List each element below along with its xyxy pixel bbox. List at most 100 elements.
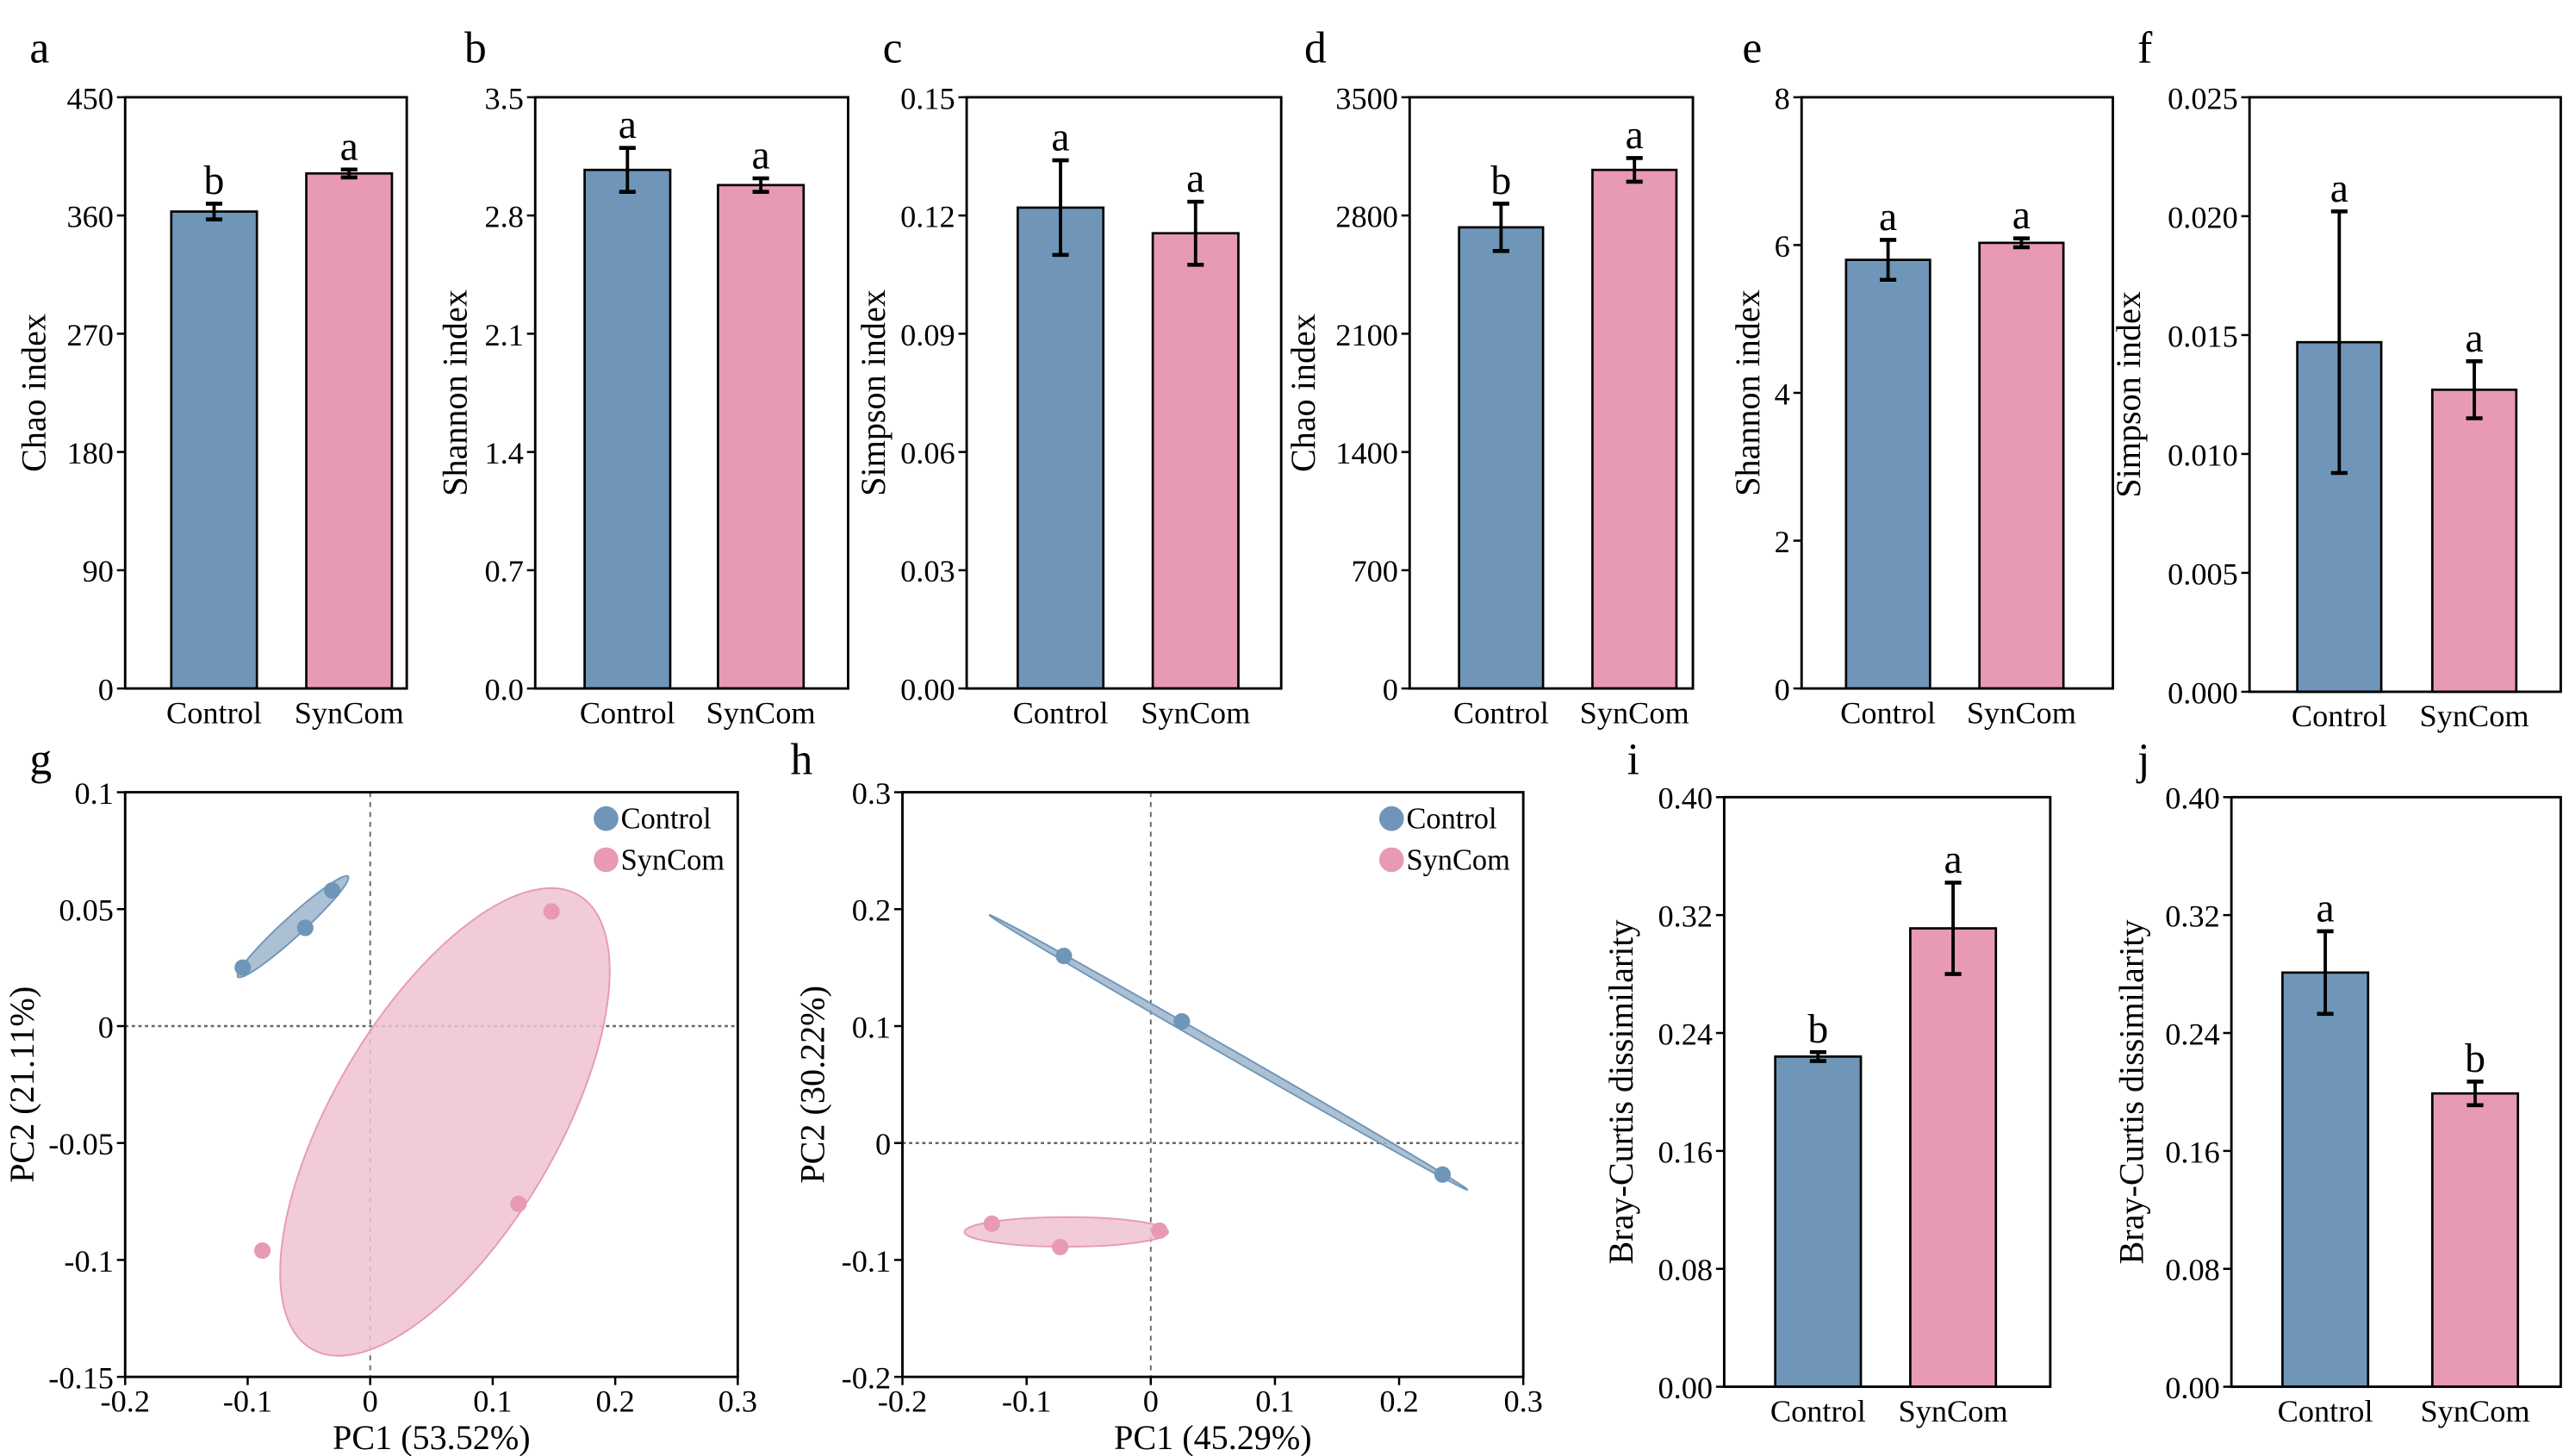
x-tick-label: -0.1 (223, 1384, 272, 1418)
y-tick-label: 0.00 (900, 673, 955, 707)
y-tick-label: -0.05 (48, 1127, 114, 1161)
x-tick-label: Control (2292, 699, 2387, 733)
bar-control (1016, 206, 1105, 690)
bar-syncom (1978, 241, 2065, 690)
y-axis-label: PC2 (21.11%) (3, 986, 41, 1183)
y-tick-label: 0.005 (2168, 557, 2238, 591)
x-tick-label: -0.2 (101, 1384, 150, 1418)
x-tick-label: 0.3 (718, 1384, 757, 1418)
y-tick-label: 0 (98, 1010, 114, 1044)
panel-letter: j (2136, 736, 2149, 785)
legend-label: SynCom (1406, 843, 1510, 876)
significance-letter: a (1051, 115, 1069, 160)
y-axis-label: Shannon index (1728, 289, 1767, 496)
panel-letter: b (464, 24, 487, 73)
y-tick-label: 2 (1775, 525, 1790, 559)
y-tick-label: 0.16 (2165, 1135, 2220, 1169)
y-tick-label: 0.08 (2165, 1253, 2220, 1287)
legend-marker-control (594, 806, 619, 831)
y-tick-label: 0.32 (2165, 899, 2220, 934)
significance-letter: b (204, 158, 225, 203)
point-control (234, 959, 252, 976)
y-tick-label: 0.020 (2168, 200, 2238, 234)
panel-letter: f (2137, 24, 2153, 73)
y-axis-label: Bray-Curtis dissimilarity (2112, 919, 2151, 1264)
y-tick-label: 0.025 (2168, 81, 2238, 115)
y-tick-label: 2800 (1335, 200, 1398, 234)
point-syncom (1151, 1222, 1168, 1240)
bar-control (1844, 258, 1931, 690)
panel-e: e 0 2 4 6 8 Shannon index a Control a SynCom (1728, 24, 2114, 730)
x-tick-label: 0.3 (1503, 1384, 1542, 1418)
y-tick-label: 0.16 (1658, 1135, 1713, 1169)
significance-letter: a (752, 133, 770, 178)
significance-letter: b (1807, 1006, 1828, 1052)
y-tick-label: 0.40 (2165, 781, 2220, 816)
y-tick-label: 0.15 (900, 81, 955, 115)
bar-syncom (2431, 1092, 2520, 1388)
y-tick-label: 0.08 (1658, 1253, 1713, 1287)
x-tick-label: 0 (363, 1384, 378, 1418)
x-tick-label: SynCom (1967, 695, 2076, 730)
x-tick-label: Control (2278, 1394, 2373, 1428)
x-tick-label: Control (1840, 695, 1936, 730)
y-tick-label: 0.7 (484, 554, 523, 588)
y-tick-label: 0.32 (1658, 899, 1713, 934)
y-tick-label: 0 (98, 673, 114, 707)
x-tick-label: 0.1 (1255, 1384, 1294, 1418)
bar-syncom (1591, 168, 1678, 690)
legend-marker-syncom (1378, 847, 1404, 873)
y-axis-label: PC2 (30.22%) (793, 986, 831, 1184)
plot-frame (123, 791, 739, 1378)
y-tick-label: 2.1 (484, 318, 523, 352)
y-tick-label: 0 (875, 1127, 891, 1161)
panel-j: j 0.00 0.08 0.16 0.24 0.32 0.40 Bray-Curtis dis… (2112, 736, 2562, 1428)
legend-label: Control (1406, 803, 1496, 836)
point-syncom (1052, 1238, 1069, 1256)
x-tick-label: 0.2 (1379, 1384, 1418, 1418)
y-tick-label: 8 (1775, 81, 1790, 115)
significance-letter: a (2330, 165, 2348, 211)
y-tick-label: 0.00 (2165, 1371, 2220, 1405)
y-tick-label: 0.3 (852, 776, 891, 811)
significance-letter: a (1186, 156, 1204, 202)
y-tick-label: 6 (1775, 229, 1790, 264)
point-control (1173, 1013, 1191, 1030)
point-syncom (510, 1195, 527, 1212)
legend-label: SynCom (621, 843, 725, 876)
x-tick-label: Control (1453, 695, 1549, 730)
bar-control (583, 168, 672, 690)
x-tick-label: Control (1770, 1394, 1866, 1428)
panel-a: a 0 90 180 270 360 450 Chao index b Control a SynCo… (14, 24, 408, 730)
y-axis-label: Simpson index (854, 289, 893, 496)
x-tick-label: SynCom (2420, 699, 2529, 733)
y-tick-label: 0.0 (484, 673, 523, 707)
panel-b: b 0.0 0.7 1.4 2.1 2.8 3.5 Shannon index a Control… (436, 24, 849, 730)
y-tick-label: 700 (1351, 554, 1397, 588)
y-tick-label: 0.24 (1658, 1017, 1713, 1051)
bar-control (2281, 971, 2370, 1388)
significance-letter: a (2316, 886, 2334, 931)
bar-syncom (1151, 232, 1240, 690)
y-tick-label: 0.00 (1658, 1371, 1713, 1405)
bar-syncom (717, 184, 806, 690)
panel-letter: d (1304, 24, 1327, 73)
bar-control (1458, 226, 1545, 690)
x-tick-label: SynCom (295, 695, 404, 730)
y-tick-label: 0.1 (852, 1010, 891, 1044)
y-tick-label: 0.09 (900, 318, 955, 352)
point-syncom (543, 903, 560, 920)
y-tick-label: 90 (83, 554, 114, 588)
point-syncom (983, 1215, 1000, 1232)
y-tick-label: 3.5 (484, 81, 523, 115)
y-tick-label: 360 (66, 200, 113, 234)
y-tick-label: 0.06 (900, 436, 955, 470)
panel-letter: g (29, 736, 52, 785)
significance-letter: a (2465, 315, 2483, 361)
plot-frame (965, 96, 1283, 690)
significance-letter: b (1490, 158, 1511, 203)
significance-letter: a (619, 102, 637, 147)
legend-marker-control (1378, 806, 1404, 831)
y-tick-label: 2.8 (484, 200, 523, 234)
